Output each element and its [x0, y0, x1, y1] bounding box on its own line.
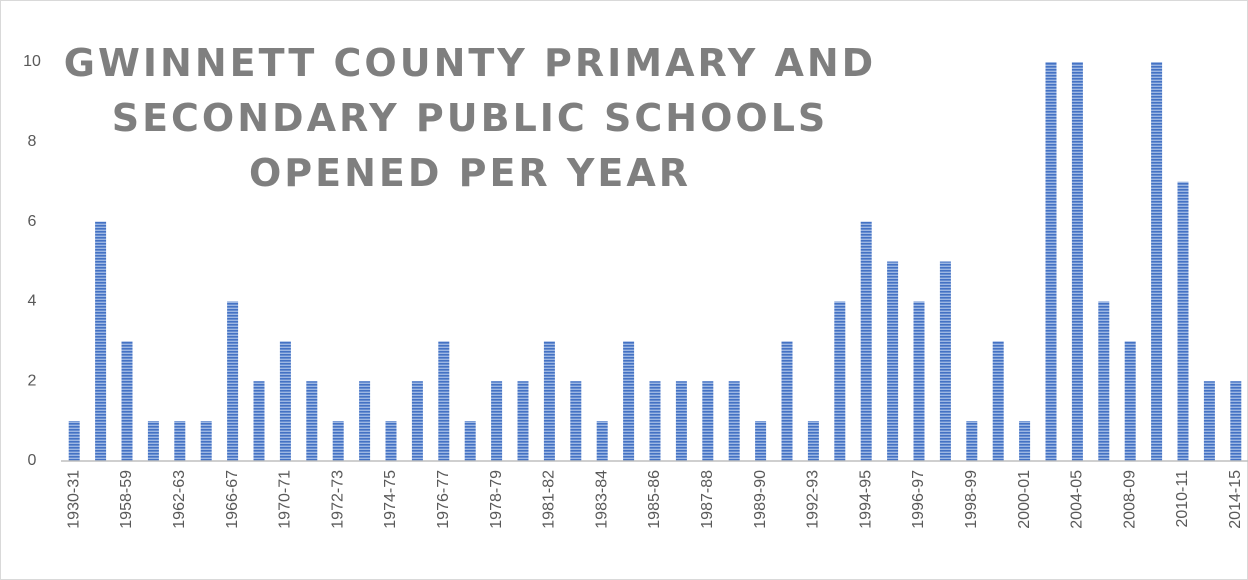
bar: [913, 301, 925, 461]
bar: [702, 381, 714, 461]
bar: [1071, 62, 1083, 461]
bar: [306, 381, 318, 461]
x-tick-label: 1996-97: [910, 470, 927, 529]
bar: [939, 261, 951, 461]
x-tick-label: 1981-82: [541, 470, 558, 529]
bar: [596, 421, 608, 461]
bar: [1045, 62, 1057, 461]
y-tick-label: 8: [28, 133, 37, 150]
chart-title: GWINNETT COUNTY PRIMARY AND SECONDARY PU…: [63, 41, 877, 195]
bar: [860, 221, 872, 461]
bar: [279, 341, 291, 461]
x-tick-label: 1958-59: [118, 470, 135, 529]
x-tick-label: 1970-71: [277, 470, 294, 529]
bar: [1098, 301, 1110, 461]
y-tick-label: 10: [23, 53, 41, 70]
bar: [1203, 381, 1215, 461]
bar: [359, 381, 371, 461]
x-tick-label: 1962-63: [171, 470, 188, 529]
bar: [1124, 341, 1136, 461]
bar: [649, 381, 661, 461]
x-tick-label: 1994-95: [857, 470, 874, 529]
x-tick-label: 2004-05: [1069, 470, 1086, 529]
bar: [68, 421, 80, 461]
x-tick-label: 1974-75: [382, 470, 399, 529]
bar: [623, 341, 635, 461]
x-tick-label: 1987-88: [699, 470, 716, 529]
bar: [517, 381, 529, 461]
bar: [95, 221, 107, 461]
x-tick-label: 1989-90: [752, 470, 769, 529]
x-tick-label: 1930-31: [65, 470, 82, 529]
y-tick-label: 2: [28, 372, 37, 389]
y-tick-label: 0: [28, 452, 37, 469]
y-tick-label: 4: [28, 293, 37, 310]
bar: [1230, 381, 1242, 461]
x-tick-label: 1978-79: [488, 470, 505, 529]
x-tick-label: 1992-93: [805, 470, 822, 529]
bar: [992, 341, 1004, 461]
bar: [887, 261, 899, 461]
x-tick-label: 1966-67: [224, 470, 241, 529]
bar: [570, 381, 582, 461]
x-tick-label: 1998-99: [963, 470, 980, 529]
bar: [438, 341, 450, 461]
bar: [834, 301, 846, 461]
bar: [253, 381, 265, 461]
bar: [147, 421, 159, 461]
y-tick-label: 6: [28, 213, 37, 230]
bar: [966, 421, 978, 461]
bar: [1177, 181, 1189, 461]
x-tick-label: 1976-77: [435, 470, 452, 529]
bar: [121, 341, 133, 461]
bar: [1019, 421, 1031, 461]
bar: [227, 301, 239, 461]
bar: [332, 421, 344, 461]
x-tick-label: 1985-86: [646, 470, 663, 529]
bar: [464, 421, 476, 461]
x-tick-label: 2010-11: [1174, 470, 1191, 528]
bar: [411, 381, 423, 461]
x-tick-label: 1972-73: [329, 470, 346, 529]
x-tick-label: 1983-84: [593, 470, 610, 529]
bar: [543, 341, 555, 461]
bar: [200, 421, 212, 461]
bar: [385, 421, 397, 461]
bar: [781, 341, 793, 461]
bar: [491, 381, 503, 461]
bar: [174, 421, 186, 461]
bar: [675, 381, 687, 461]
x-tick-label: 2000-01: [1016, 470, 1033, 529]
bar: [1151, 62, 1163, 461]
x-tick-label: 2008-09: [1121, 470, 1138, 529]
x-tick-label: 2014-15: [1227, 470, 1244, 529]
bar: [807, 421, 819, 461]
bar: [728, 381, 740, 461]
bar: [755, 421, 767, 461]
